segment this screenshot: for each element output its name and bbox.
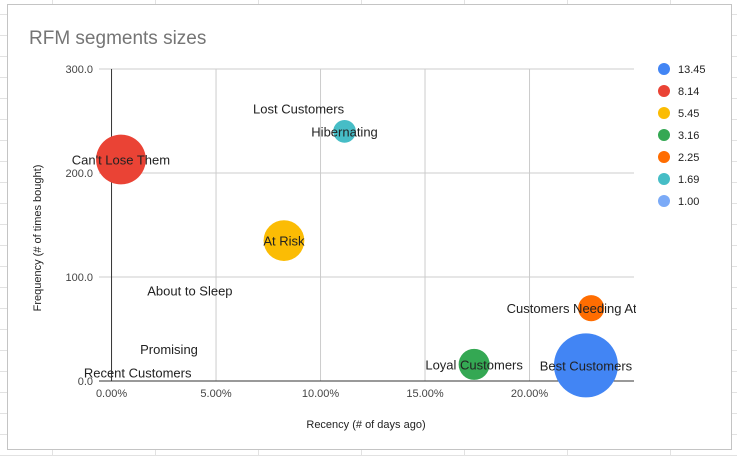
tick-labels: 0.0 100.0 200.0 300.0 0.00% 5.00% 10.00% 15.00%… (65, 64, 548, 400)
y-tick-label: 200.0 (65, 168, 93, 180)
y-tick-label: 100.0 (65, 272, 93, 284)
bubble-label-loyal-customers: Loyal Customers (425, 357, 523, 372)
x-tick-label: 20.00% (511, 388, 549, 400)
legend[interactable]: 13.45 8.14 5.45 3.16 2.25 1.69 1.00 (658, 63, 706, 208)
bubble-label-customers-needing-attention: Customers Needing Attention (507, 301, 676, 316)
legend-marker (658, 173, 670, 185)
bubble-customers-needing-attention[interactable] (578, 295, 605, 322)
legend-marker (658, 151, 670, 163)
y-tick-label: 0.0 (78, 376, 93, 388)
y-axis-title: Frequency (# of times bought) (32, 165, 44, 312)
legend-marker (658, 195, 670, 207)
x-tick-label: 5.00% (200, 388, 231, 400)
axes (99, 69, 634, 382)
x-tick-label: 10.00% (302, 388, 340, 400)
gridlines (99, 68, 634, 382)
bubble-label-hibernating: Hibernating (311, 124, 378, 139)
legend-label[interactable]: 1.00 (678, 196, 699, 208)
legend-label[interactable]: 2.25 (678, 152, 699, 164)
bubble-label-lost-customers: Lost Customers (253, 102, 345, 117)
legend-marker (658, 63, 670, 75)
x-tick-label: 15.00% (406, 388, 444, 400)
bubble-best-customers[interactable] (553, 333, 618, 398)
legend-marker (658, 85, 670, 97)
legend-label[interactable]: 13.45 (678, 64, 706, 76)
y-tick-label: 300.0 (65, 64, 93, 76)
legend-label[interactable]: 5.45 (678, 108, 699, 120)
bubble-label-can-t-lose-them: Can't Lose Them (72, 152, 170, 167)
legend-marker (658, 107, 670, 119)
bubble-series (96, 120, 618, 398)
legend-label[interactable]: 1.69 (678, 174, 699, 186)
bubble-chart[interactable]: RFM segments sizes Best Customers Can't L… (8, 5, 733, 451)
bubble-label-recent-customers: Recent Customers (84, 366, 192, 381)
bubble-label-about-to-sleep: About to Sleep (147, 284, 232, 299)
chart-title: RFM segments sizes (29, 28, 206, 49)
legend-label[interactable]: 8.14 (678, 86, 699, 98)
legend-label[interactable]: 3.16 (678, 130, 699, 142)
bubble-loyal-customers[interactable] (458, 348, 490, 380)
bubble-label-at-risk: At Risk (263, 234, 305, 249)
x-axis-title: Recency (# of days ago) (306, 419, 425, 431)
chart-container[interactable]: RFM segments sizes Best Customers Can't L… (7, 4, 732, 450)
x-tick-label: 0.00% (96, 388, 127, 400)
bubble-at-risk[interactable] (263, 220, 305, 261)
bubble-can-t-lose-them[interactable] (96, 134, 146, 185)
bubble-label-promising: Promising (140, 342, 198, 357)
bubble-hibernating[interactable] (333, 120, 356, 143)
bubble-labels: Best Customers Can't Lose Them At Risk Loya… (72, 102, 676, 381)
bubble-label-best-customers: Best Customers (540, 358, 633, 373)
legend-marker (658, 129, 670, 141)
